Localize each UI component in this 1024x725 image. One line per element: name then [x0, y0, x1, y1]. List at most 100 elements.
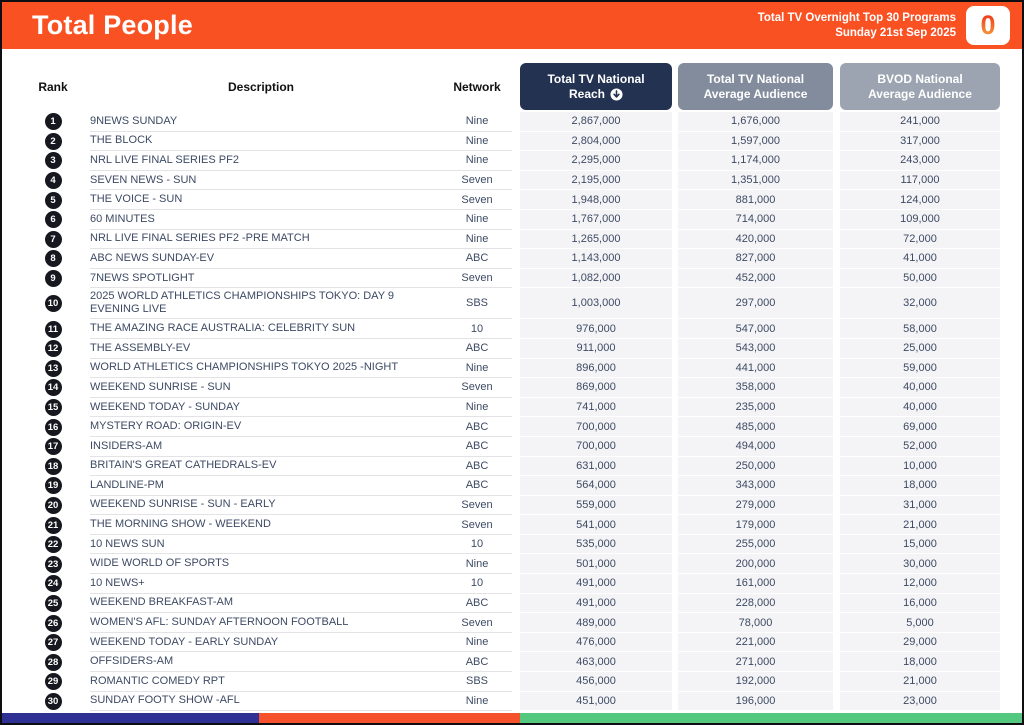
total-tv-avg-audience-value: 343,000	[678, 476, 833, 496]
bvod-avg-audience-value: 25,000	[840, 338, 1000, 359]
col-header-description: Description	[227, 79, 294, 94]
oztam-logo: 0	[966, 6, 1010, 45]
bvod-avg-audience-value: 243,000	[840, 151, 1000, 171]
rank-badge: 9	[44, 270, 62, 288]
total-tv-reach-value: 463,000	[520, 652, 672, 673]
total-tv-avg-audience-value: 358,000	[678, 378, 833, 398]
rank-badge: 19	[44, 477, 62, 495]
program-description: 10 NEWS+	[90, 574, 442, 594]
total-tv-reach-value: 491,000	[520, 593, 672, 614]
total-tv-avg-audience-value: 161,000	[678, 574, 833, 594]
total-tv-avg-audience-value: 485,000	[678, 417, 833, 437]
rank-badge: 6	[44, 211, 62, 229]
rank-badge: 14	[44, 379, 62, 397]
network-name: Nine	[442, 230, 512, 250]
program-description: THE AMAZING RACE AUSTRALIA: CELEBRITY SU…	[90, 319, 442, 339]
oztam-logo-glyph: 0	[980, 10, 996, 40]
network-name: Nine	[442, 210, 512, 230]
table-row: 4 SEVEN NEWS - SUN Seven 2,195,000 1,351…	[38, 170, 1000, 191]
program-description: WEEKEND TODAY - SUNDAY	[90, 398, 442, 418]
header-banner: Total People Total TV Overnight Top 30 P…	[2, 2, 1022, 49]
network-name: Nine	[442, 359, 512, 379]
network-name: SBS	[442, 288, 512, 320]
bvod-avg-audience-value: 69,000	[840, 417, 1000, 437]
network-name: 10	[442, 319, 512, 339]
network-name: 10	[442, 535, 512, 555]
table-row: 9 7NEWS SPOTLIGHT Seven 1,082,000 452,00…	[38, 268, 1000, 289]
total-tv-avg-audience-value: 200,000	[678, 554, 833, 575]
sort-descending-icon[interactable]	[610, 87, 623, 101]
total-tv-avg-audience-value: 297,000	[678, 288, 833, 320]
program-description: WORLD ATHLETICS CHAMPIONSHIPS TOKYO 2025…	[90, 359, 442, 379]
total-tv-avg-audience-value: 547,000	[678, 319, 833, 339]
col-header-total-tv-avg-audience[interactable]: Total TV National Average Audience	[678, 63, 833, 110]
bvod-avg-audience-value: 5,000	[840, 613, 1000, 633]
program-description: LANDLINE-PM	[90, 476, 442, 496]
total-tv-reach-value: 700,000	[520, 436, 672, 457]
bvod-avg-audience-value: 72,000	[840, 229, 1000, 250]
table-row: 12 THE ASSEMBLY-EV ABC 911,000 543,000 2…	[38, 338, 1000, 359]
bvod-avg-audience-value: 30,000	[840, 554, 1000, 575]
total-tv-avg-audience-value: 494,000	[678, 436, 833, 457]
table-row: 2 THE BLOCK Nine 2,804,000 1,597,000 317…	[38, 131, 1000, 152]
bvod-avg-audience-value: 40,000	[840, 378, 1000, 398]
rank-badge: 2	[44, 132, 62, 150]
report-subtitle-line1: Total TV Overnight Top 30 Programs	[757, 11, 956, 24]
col-header-total-tv-avg-line1: Total TV National	[706, 71, 805, 86]
table-row: 5 THE VOICE - SUN Seven 1,948,000 881,00…	[38, 190, 1000, 210]
total-tv-reach-value: 541,000	[520, 515, 672, 535]
col-header-bvod-avg-audience[interactable]: BVOD National Average Audience	[840, 63, 1000, 110]
program-description: SEVEN NEWS - SUN	[90, 171, 442, 191]
program-description: ROMANTIC COMEDY RPT	[90, 672, 442, 692]
total-tv-avg-audience-value: 192,000	[678, 672, 833, 692]
rank-badge: 21	[44, 516, 62, 534]
page-title: Total People	[32, 10, 193, 40]
total-tv-avg-audience-value: 543,000	[678, 338, 833, 359]
network-name: Nine	[442, 554, 512, 575]
program-description: NRL LIVE FINAL SERIES PF2	[90, 151, 442, 171]
network-name: Nine	[442, 398, 512, 418]
network-name: ABC	[442, 476, 512, 496]
total-tv-avg-audience-value: 250,000	[678, 456, 833, 477]
program-description: THE BLOCK	[90, 132, 442, 152]
total-tv-avg-audience-value: 228,000	[678, 593, 833, 614]
network-name: Nine	[442, 112, 512, 132]
total-tv-reach-value: 1,143,000	[520, 249, 672, 269]
table-row: 29 ROMANTIC COMEDY RPT SBS 456,000 192,0…	[38, 672, 1000, 692]
total-tv-reach-value: 2,804,000	[520, 131, 672, 152]
total-tv-avg-audience-value: 1,351,000	[678, 170, 833, 191]
program-description: WEEKEND BREAKFAST-AM	[90, 594, 442, 614]
bvod-avg-audience-value: 32,000	[840, 288, 1000, 320]
bvod-avg-audience-value: 23,000	[840, 691, 1000, 712]
network-name: ABC	[442, 417, 512, 437]
col-header-rank: Rank	[38, 79, 68, 94]
program-description: MYSTERY ROAD: ORIGIN-EV	[90, 417, 442, 437]
col-header-bvod-line1: BVOD National	[877, 71, 963, 86]
col-header-total-tv-reach[interactable]: Total TV National Reach	[520, 63, 672, 110]
rank-badge: 20	[44, 496, 62, 514]
program-description: NRL LIVE FINAL SERIES PF2 -PRE MATCH	[90, 230, 442, 250]
program-description: WEEKEND TODAY - EARLY SUNDAY	[90, 633, 442, 653]
total-tv-reach-value: 1,767,000	[520, 209, 672, 230]
col-header-total-tv-reach-line2: Reach	[568, 86, 606, 101]
total-tv-reach-value: 869,000	[520, 378, 672, 398]
network-name: Nine	[442, 132, 512, 152]
bvod-avg-audience-value: 12,000	[840, 574, 1000, 594]
bvod-avg-audience-value: 58,000	[840, 319, 1000, 339]
rank-badge: 4	[44, 172, 62, 190]
total-tv-avg-audience-value: 221,000	[678, 632, 833, 653]
footer-bar-blue-segment	[2, 713, 260, 723]
rank-badge: 23	[44, 555, 62, 573]
col-header-network: Network	[453, 79, 501, 94]
total-tv-reach-value: 2,295,000	[520, 151, 672, 171]
network-name: ABC	[442, 457, 512, 477]
rank-badge: 22	[44, 536, 62, 554]
total-tv-reach-value: 741,000	[520, 397, 672, 418]
program-description: 7NEWS SPOTLIGHT	[90, 269, 442, 289]
table-row: 10 2025 WORLD ATHLETICS CHAMPIONSHIPS TO…	[38, 288, 1000, 320]
network-name: Nine	[442, 692, 512, 712]
total-tv-avg-audience-value: 452,000	[678, 268, 833, 289]
total-tv-reach-value: 896,000	[520, 358, 672, 379]
total-tv-avg-audience-value: 179,000	[678, 515, 833, 535]
